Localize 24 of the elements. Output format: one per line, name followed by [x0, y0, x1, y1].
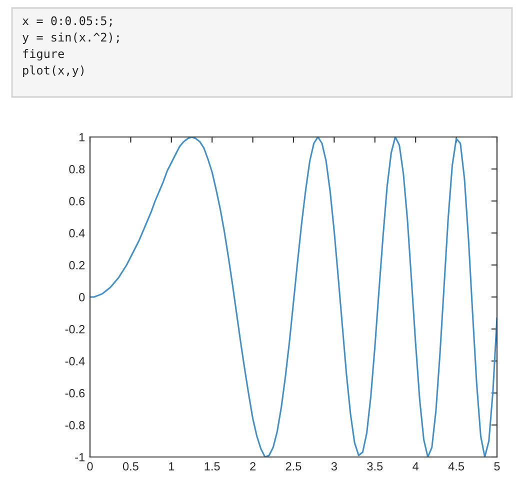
y-tick-label: -0.6: [65, 389, 85, 398]
y-tick-label: -1: [75, 453, 85, 462]
x-tick-label: 4.5: [448, 462, 464, 471]
x-tick-label: 4: [412, 462, 419, 470]
y-tick-label: 0.4: [69, 229, 85, 238]
y-tick-label: -0.4: [65, 357, 85, 366]
y-tick-label: -0.8: [65, 421, 85, 430]
x-tick-label: 5: [494, 462, 500, 471]
y-tick-label: 1: [79, 133, 85, 142]
x-tick-label: 2.5: [286, 462, 302, 471]
x-tick-label: 0.5: [122, 462, 138, 471]
x-tick-label: 1.5: [204, 462, 220, 471]
x-tick-label: 1: [169, 462, 174, 470]
x-tick-label: 2: [250, 462, 256, 470]
y-tick-label: 0.2: [69, 261, 85, 270]
line-series: [90, 137, 497, 457]
x-tick-label: 0: [87, 462, 93, 471]
y-tick-label: 0.8: [69, 165, 85, 174]
y-tick-label: -0.2: [65, 325, 85, 334]
y-tick-label: 0: [79, 293, 85, 302]
y-tick-label: 0.6: [69, 197, 85, 206]
text: x = 0:0.05:5; y = sin(x.^2); figure plot(x,y): [22, 16, 119, 77]
x-tick-label: 3: [331, 462, 337, 471]
x-tick-label: 3.5: [367, 462, 383, 471]
